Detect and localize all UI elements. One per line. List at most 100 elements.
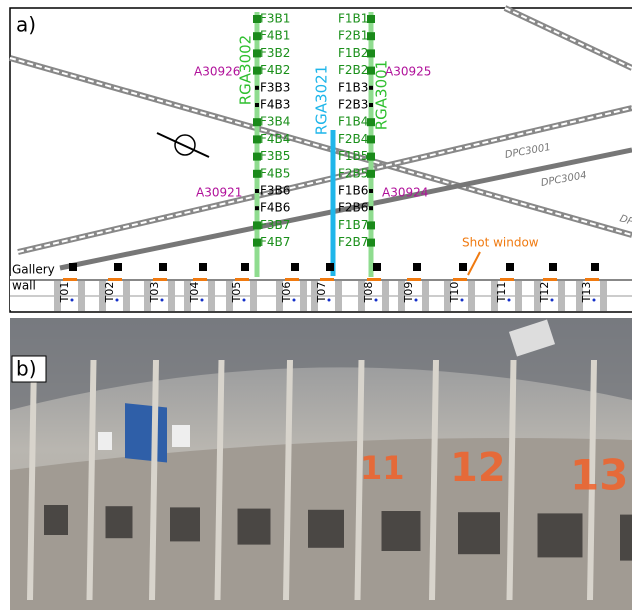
shot-window	[585, 278, 599, 281]
figure: a)RGA3002RGA3021RGA3001F3B1F4B1F3B2F4B2F…	[0, 0, 632, 610]
window	[382, 511, 421, 551]
post	[168, 281, 175, 311]
sensor-label: F1B4	[338, 115, 368, 129]
sensor-label: F4B5	[260, 166, 290, 180]
shot-window	[108, 278, 122, 281]
painted-number: 11	[360, 449, 405, 487]
sensor-label: F3B6	[260, 184, 290, 198]
tunnel-label: T10	[448, 282, 461, 304]
shot-window	[63, 278, 77, 281]
marker	[326, 263, 334, 271]
sensor-label: F1B6	[338, 184, 368, 198]
tunnel-label: T08	[362, 282, 375, 304]
sensor-label: F3B4	[260, 115, 290, 129]
sensor-label: F2B2	[338, 63, 368, 77]
shot-window	[500, 278, 514, 281]
post	[422, 281, 429, 311]
post	[468, 281, 475, 311]
arch	[432, 360, 436, 600]
shot-window-label: Shot window	[462, 236, 539, 250]
arch	[286, 360, 290, 600]
window	[238, 509, 271, 545]
sensor	[255, 86, 259, 90]
panel-label: a)	[16, 13, 36, 37]
tunnel-label: T03	[148, 282, 161, 304]
marker	[159, 263, 167, 271]
arch	[218, 360, 222, 600]
marker	[591, 263, 599, 271]
post	[515, 281, 522, 311]
sensor-label: F1B7	[338, 218, 368, 232]
post	[123, 281, 130, 311]
sensor-label: F3B1	[260, 12, 290, 26]
photo	[10, 318, 632, 610]
marker	[69, 263, 77, 271]
shot-window	[367, 278, 381, 281]
marker	[506, 263, 514, 271]
sensor	[255, 103, 259, 107]
post	[558, 281, 565, 311]
post	[300, 281, 307, 311]
marker	[373, 263, 381, 271]
panel-label: b)	[16, 357, 37, 381]
shot-window	[543, 278, 557, 281]
post	[600, 281, 607, 311]
sensor	[369, 189, 373, 193]
shot-window	[193, 278, 207, 281]
sensor-label: F4B6	[260, 201, 290, 215]
gallery-label: wall	[12, 279, 36, 293]
arch	[30, 360, 34, 600]
sensor-label: F2B1	[338, 29, 368, 43]
shot-window	[153, 278, 167, 281]
post	[208, 281, 215, 311]
accelerometer-label: A30924	[382, 186, 428, 200]
painted-number: 13	[570, 451, 628, 500]
sensor-label: F2B5	[338, 166, 368, 180]
sensor-label: F1B2	[338, 46, 368, 60]
window	[170, 507, 200, 541]
painted-number: 12	[450, 445, 506, 491]
sensor	[369, 103, 373, 107]
marker	[199, 263, 207, 271]
sensor-label: F2B6	[338, 201, 368, 215]
window	[106, 506, 133, 538]
sensor-label: F3B5	[260, 149, 290, 163]
marker	[549, 263, 557, 271]
marker	[291, 263, 299, 271]
sensor	[255, 206, 259, 210]
gallery-label: Gallery	[12, 263, 55, 277]
window	[458, 512, 500, 554]
sensor-label: F2B3	[338, 98, 368, 112]
sensor-label: F4B1	[260, 29, 290, 43]
sensor-label: F4B2	[260, 63, 290, 77]
sensor	[369, 86, 373, 90]
tunnel-label: T07	[315, 282, 328, 304]
sensor-label: F2B4	[338, 132, 368, 146]
tunnel-label: T13	[580, 282, 593, 304]
sensor-label: F3B7	[260, 218, 290, 232]
sensor-label: F2B7	[338, 235, 368, 249]
sensor-label: F1B5	[338, 149, 368, 163]
tunnel-label: T12	[538, 282, 551, 304]
shot-window	[235, 278, 249, 281]
accelerometer-label: A30926	[194, 65, 240, 79]
window	[44, 505, 68, 535]
shot-window	[285, 278, 299, 281]
sensor	[255, 189, 259, 193]
window	[538, 513, 583, 557]
shot-window	[320, 278, 334, 281]
sensor-label: F1B1	[338, 12, 368, 26]
sensor	[369, 206, 373, 210]
sensor-label: F3B3	[260, 80, 290, 94]
window	[620, 515, 632, 561]
panel-a-frame	[10, 8, 632, 312]
marker	[459, 263, 467, 271]
shot-window	[407, 278, 421, 281]
accelerometer-label: A30921	[196, 186, 242, 200]
sensor-label: F3B2	[260, 46, 290, 60]
post	[78, 281, 85, 311]
sensor-label: F4B7	[260, 235, 290, 249]
window	[308, 510, 344, 548]
tunnel-label: T01	[58, 282, 71, 304]
sensor-label: F4B4	[260, 132, 290, 146]
